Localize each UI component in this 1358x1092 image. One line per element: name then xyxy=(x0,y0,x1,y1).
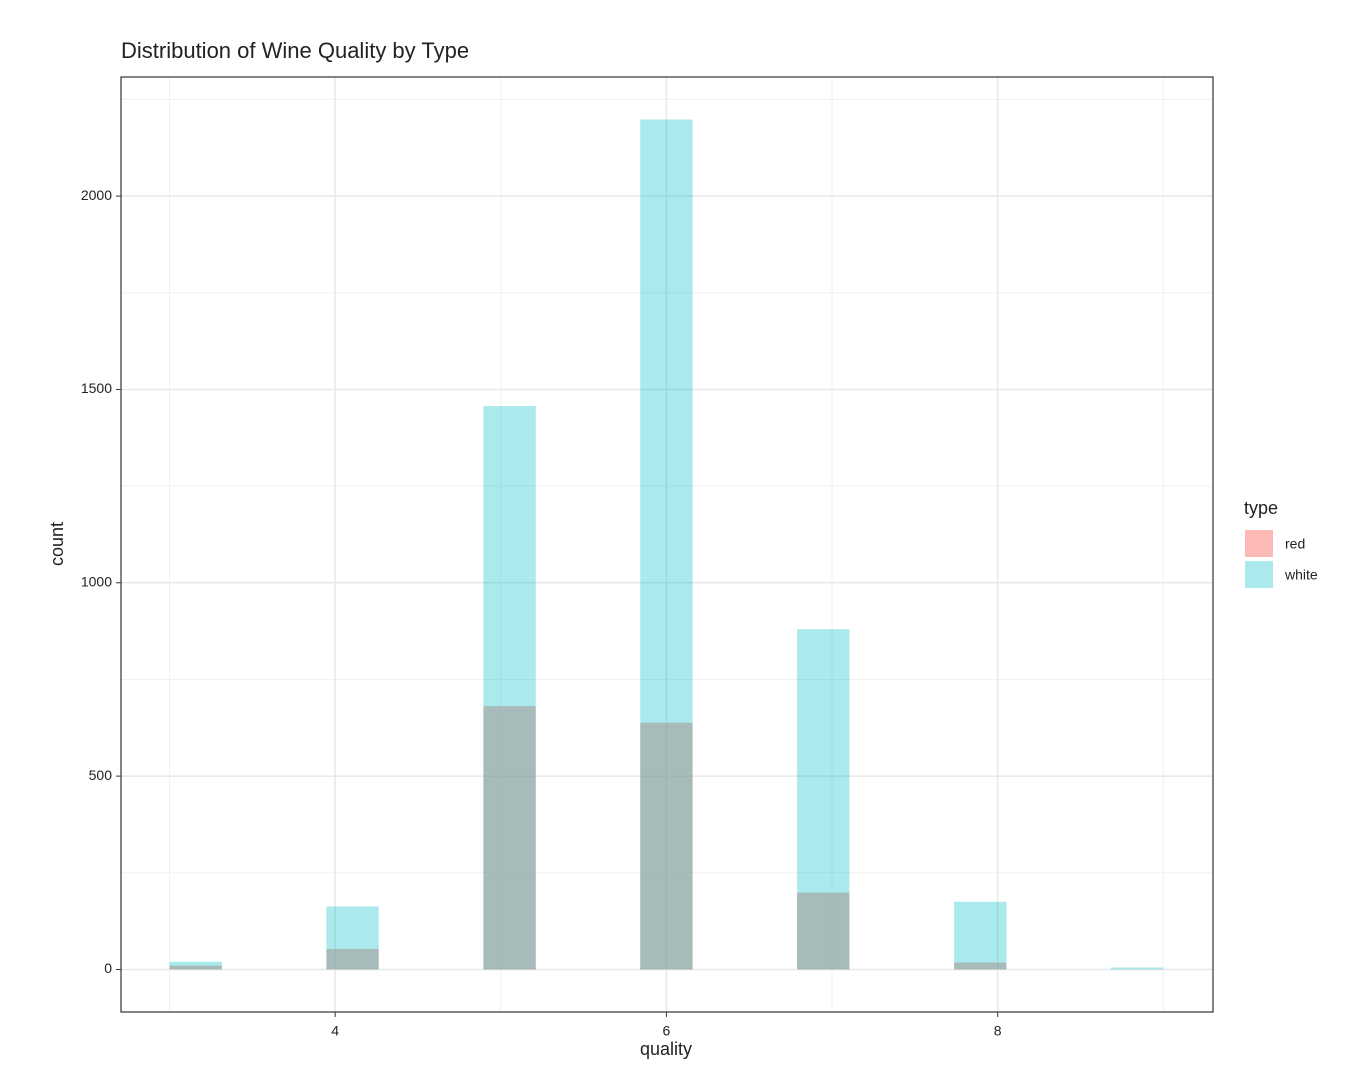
x-tick-label: 4 xyxy=(331,1023,339,1039)
y-tick-label: 500 xyxy=(89,767,113,783)
x-tick-label: 6 xyxy=(663,1023,671,1039)
bar xyxy=(483,406,536,970)
bar xyxy=(169,965,222,970)
bar xyxy=(640,119,693,970)
panel-border xyxy=(120,76,1214,1013)
bar xyxy=(326,906,379,970)
y-axis-title: count xyxy=(47,522,67,566)
bar xyxy=(169,961,222,970)
legend-label: red xyxy=(1285,536,1305,552)
y-tick-label: 1500 xyxy=(81,380,112,396)
bar xyxy=(326,948,379,970)
bar xyxy=(797,629,850,970)
bar xyxy=(1110,967,1164,970)
x-axis-title: quality xyxy=(640,1039,692,1059)
y-tick-label: 2000 xyxy=(81,187,112,203)
y-tick-label: 1000 xyxy=(81,573,112,589)
bar xyxy=(483,706,536,970)
y-tick-label: 0 xyxy=(104,960,112,976)
bar xyxy=(797,892,850,970)
bar xyxy=(954,901,1007,970)
chart-title: Distribution of Wine Quality by Type xyxy=(121,38,469,63)
legend-key xyxy=(1245,530,1273,557)
legend-key xyxy=(1245,561,1273,588)
legend-title: type xyxy=(1244,498,1278,518)
bar xyxy=(640,722,693,970)
x-tick-label: 8 xyxy=(994,1023,1002,1039)
bar xyxy=(954,962,1007,970)
legend-label: white xyxy=(1284,567,1318,583)
